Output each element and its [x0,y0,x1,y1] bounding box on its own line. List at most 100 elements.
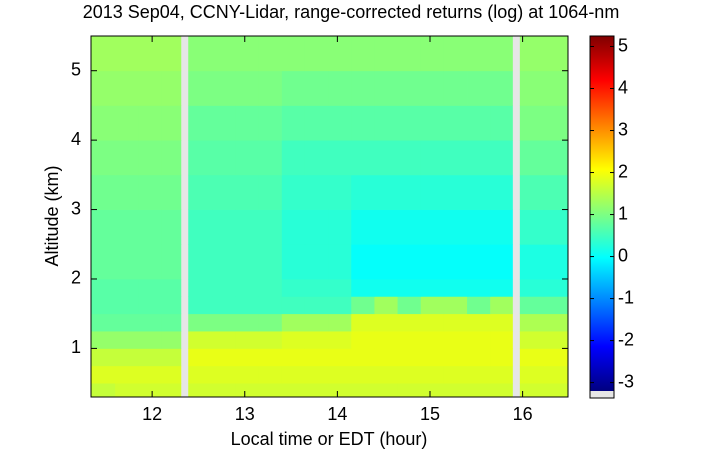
heatmap-cell [258,296,283,315]
heatmap-cell [235,331,260,349]
heatmap-cell [374,140,398,176]
heatmap-cell [420,278,445,297]
heatmap-cell [161,209,182,245]
heatmap-cell [188,278,213,297]
x-axis-label: Local time or EDT (hour) [231,429,428,449]
heatmap-cell [188,174,213,210]
heatmap-cell [91,313,116,332]
heatmap-cell [161,70,182,106]
heatmap-cell [304,244,329,280]
heatmap-cell [91,140,116,176]
heatmap-cell [328,278,352,297]
heatmap-cell [258,383,283,398]
heatmap-cell [397,174,422,210]
heatmap-cell [161,36,182,72]
heatmap-cell [420,365,445,384]
heatmap-cell [490,36,513,72]
heatmap-cell [543,365,569,384]
heatmap-cell [543,296,569,315]
heatmap-cell [519,365,545,384]
heatmap-cell [519,174,545,210]
heatmap-cell [281,140,306,176]
heatmap-cell [443,209,468,245]
heatmap-cell [351,174,375,210]
heatmap-cell [188,383,213,398]
colorbar-nan [590,391,614,398]
heatmap-cell [397,348,422,367]
colorbar-tick-label: 3 [618,119,628,139]
heatmap-cell [397,383,422,398]
heatmap-cell [467,70,491,106]
heatmap-cell [212,296,236,315]
heatmap-cell [519,383,545,398]
heatmap-cell [212,383,236,398]
heatmap-cell [543,174,569,210]
heatmap-cell [91,244,116,280]
heatmap-cell [138,348,162,367]
heatmap-cell [443,383,468,398]
heatmap-cell [138,313,162,332]
heatmap-cell [490,70,513,106]
heatmap-cell [91,209,116,245]
heatmap-cell [258,313,283,332]
heatmap-cell [115,365,139,384]
heatmap-cell [304,105,329,141]
heatmap-cell [351,348,375,367]
heatmap-cell [115,278,139,297]
heatmap-cell [212,209,236,245]
heatmap-cell [235,36,260,72]
heatmap-cell [188,331,213,349]
heatmap-cell [328,105,352,141]
heatmap-cell [519,331,545,349]
heatmap-cell [467,383,491,398]
heatmap-cell [519,313,545,332]
heatmap-cell [281,331,306,349]
heatmap-cell [281,278,306,297]
heatmap-cell [467,140,491,176]
heatmap-cell [304,365,329,384]
heatmap-cell [91,174,116,210]
heatmap-cell [281,244,306,280]
heatmap-cell [519,70,545,106]
heatmap-cell [374,70,398,106]
heatmap-cell [443,331,468,349]
heatmap-cell [91,383,116,398]
heatmap-cell [467,348,491,367]
heatmap-cell [328,331,352,349]
heatmap-cell [374,296,398,315]
heatmap-cell [258,105,283,141]
heatmap-cell [304,313,329,332]
heatmap-cell [374,174,398,210]
colorbar-tick-label: 4 [618,77,628,97]
heatmap-cell [351,209,375,245]
heatmap-cell [91,331,116,349]
heatmap-cell [304,140,329,176]
heatmap-cell [351,383,375,398]
y-tick-label: 4 [71,129,81,149]
heatmap-cell [351,313,375,332]
heatmap-cell [351,105,375,141]
heatmap-cell [467,313,491,332]
heatmap-cell [543,36,569,72]
heatmap-cell [258,244,283,280]
heatmap-cell [467,174,491,210]
heatmap-cell [351,365,375,384]
heatmap-cell [374,244,398,280]
heatmap-cell [235,278,260,297]
heatmap-cell [281,296,306,315]
heatmap-cell [490,105,513,141]
heatmap-cell [543,209,569,245]
heatmap-cell [374,209,398,245]
heatmap-cell [397,365,422,384]
heatmap-cell [543,383,569,398]
heatmap-cell [443,244,468,280]
heatmap-cell [543,70,569,106]
heatmap-cell [258,174,283,210]
heatmap-cell [443,365,468,384]
heatmap-cell [115,174,139,210]
heatmap-cell [91,296,116,315]
heatmap-cell [351,244,375,280]
heatmap-cell [138,278,162,297]
heatmap-cell [115,105,139,141]
colorbar-frame [589,35,615,399]
